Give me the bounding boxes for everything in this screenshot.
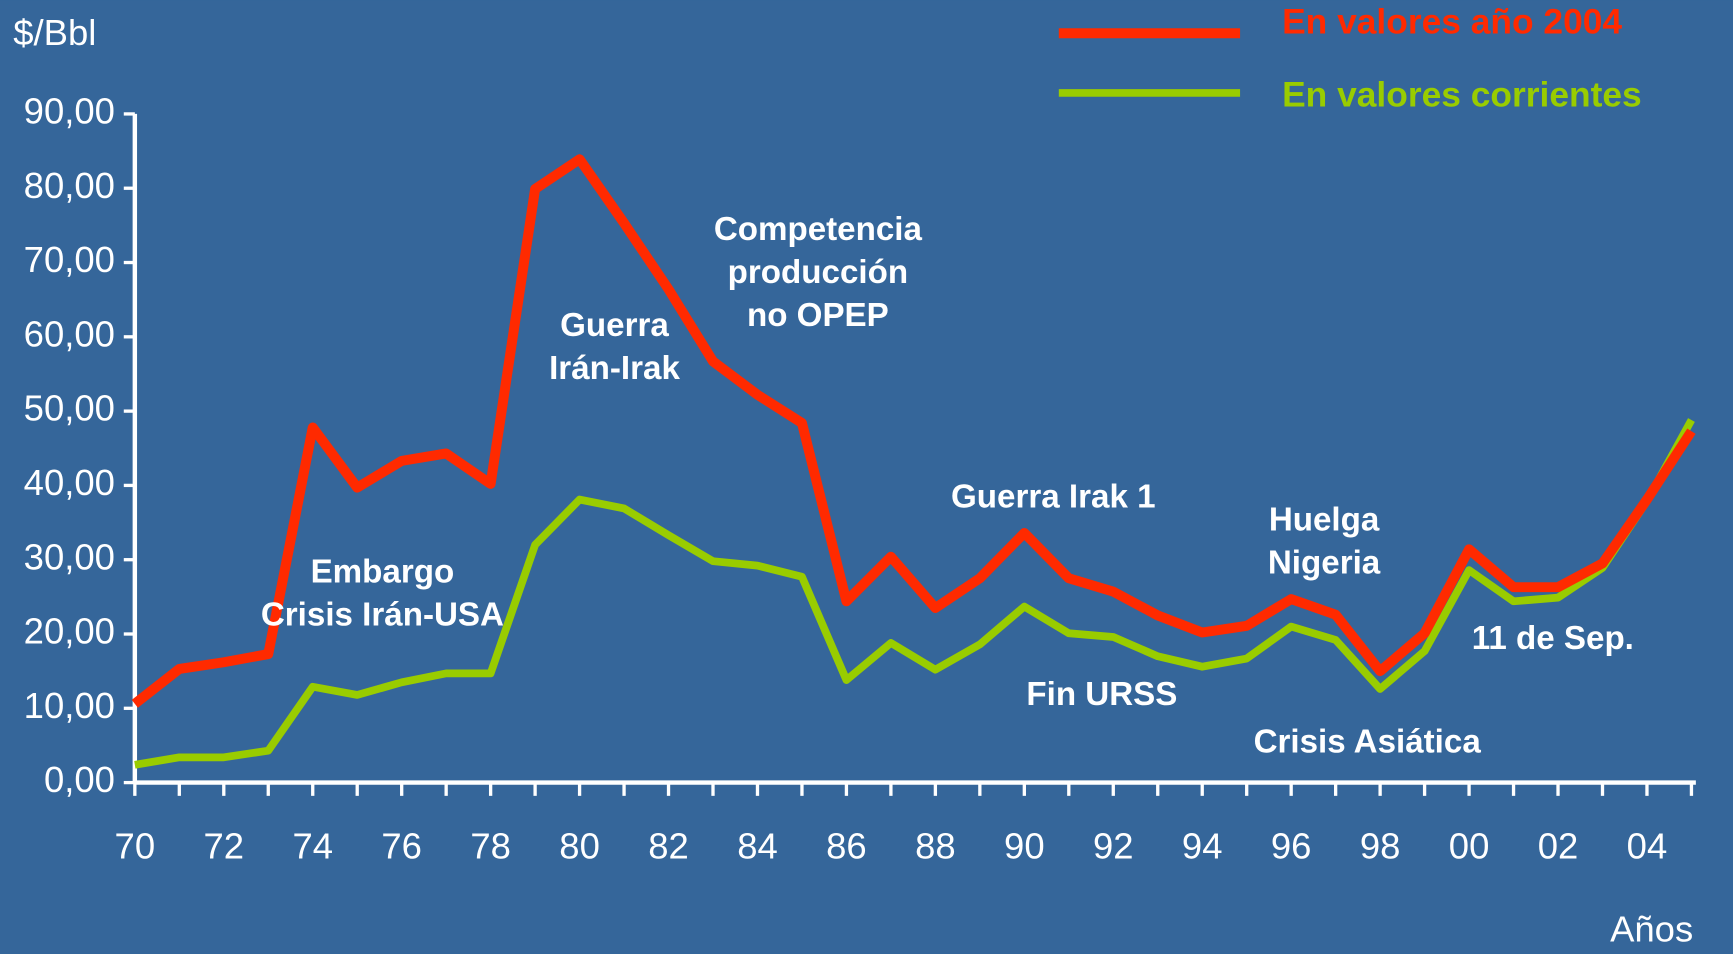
x-tick-label: 04 (1627, 826, 1668, 867)
annotation: Embargo (311, 554, 455, 591)
y-tick-label: 0,00 (44, 759, 115, 800)
y-tick-label: 50,00 (24, 388, 115, 429)
x-tick-label: 02 (1538, 826, 1579, 867)
legend-label: En valores año 2004 (1282, 3, 1622, 42)
legend-label: En valores corrientes (1282, 76, 1642, 115)
x-tick-label: 82 (648, 826, 689, 867)
annotation: Nigeria (1268, 545, 1381, 582)
y-tick-label: 80,00 (24, 165, 115, 206)
y-tick-label: 30,00 (24, 536, 115, 577)
x-tick-label: 86 (826, 826, 867, 867)
annotation: Guerra (560, 307, 669, 344)
series-line (131, 154, 1696, 708)
annotation: 11 de Sep. (1472, 620, 1634, 657)
y-tick-label: 10,00 (24, 685, 115, 726)
annotation: Guerra Irak 1 (951, 478, 1156, 515)
x-tick-label: 80 (559, 826, 600, 867)
x-tick-label: 96 (1271, 826, 1312, 867)
y-tick-label: 20,00 (24, 611, 115, 652)
x-tick-label: 84 (737, 826, 778, 867)
annotation: Competencia (714, 211, 923, 248)
x-tick-label: 90 (1004, 826, 1045, 867)
x-tick-label: 76 (381, 826, 422, 867)
x-tick-label: 92 (1093, 826, 1134, 867)
annotation: no OPEP (747, 297, 889, 334)
x-tick-label: 72 (203, 826, 244, 867)
x-tick-label: 00 (1449, 826, 1490, 867)
y-tick-label: 90,00 (24, 91, 115, 132)
x-tick-label: 94 (1182, 826, 1223, 867)
x-tick-label: 88 (915, 826, 956, 867)
y-tick-label: 70,00 (24, 239, 115, 280)
annotation: Crisis Asiática (1254, 724, 1482, 761)
x-tick-label: 98 (1360, 826, 1401, 867)
x-axis-label: Años (1610, 908, 1693, 949)
x-tick-label: 78 (470, 826, 511, 867)
annotation: Huelga (1269, 502, 1380, 539)
y-tick-label: 60,00 (24, 313, 115, 354)
series-line (134, 418, 1695, 769)
annotation: Crisis Irán-USA (261, 597, 504, 634)
y-tick-label: 40,00 (24, 462, 115, 503)
annotation: producción (728, 254, 908, 291)
x-tick-label: 74 (292, 826, 333, 867)
y-axis-label: $/Bbl (13, 12, 96, 53)
annotation: Irán-Irak (549, 350, 680, 387)
x-tick-label: 70 (115, 826, 156, 867)
annotation: Fin URSS (1026, 676, 1177, 713)
